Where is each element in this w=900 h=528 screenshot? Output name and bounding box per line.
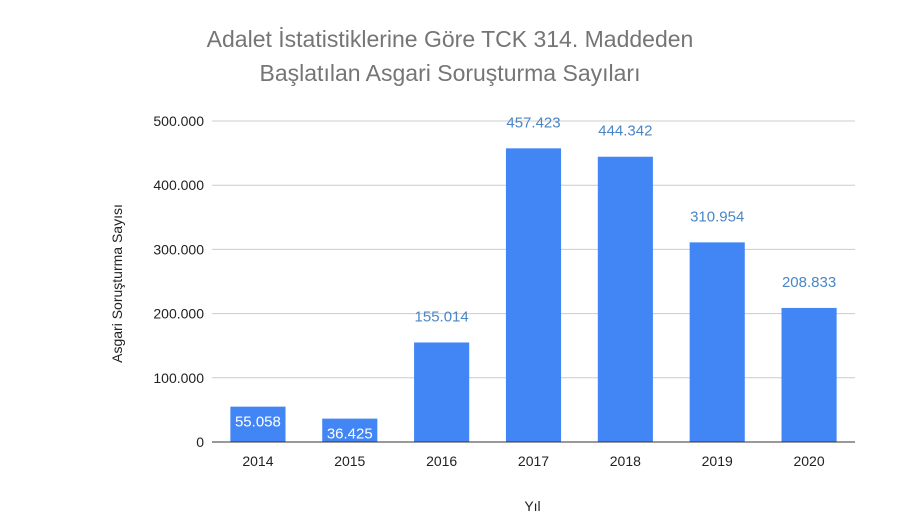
data-label: 457.423 (506, 114, 560, 131)
chart-title-line-1: Adalet İstatistiklerine Göre TCK 314. Ma… (206, 26, 694, 52)
y-tick-label: 500.000 (153, 113, 204, 129)
x-tick-label: 2016 (426, 453, 457, 469)
x-tick-label: 2019 (702, 453, 733, 469)
data-label: 444.342 (598, 123, 652, 140)
y-tick-label: 200.000 (153, 306, 204, 322)
bar (230, 406, 286, 442)
data-label: 310.954 (690, 208, 744, 225)
x-tick-label: 2020 (793, 453, 824, 469)
y-axis-title: Asgari Soruşturma Sayısı (109, 204, 125, 363)
y-tick-label: 0 (196, 434, 204, 450)
y-tick-labels: 0 100.000 200.000 300.000 400.000 500.000 (153, 113, 204, 450)
data-label: 36.425 (327, 426, 373, 443)
data-label: 155.014 (415, 308, 469, 325)
chart-title-line-2: Başlatılan Asgari Soruşturma Sayıları (259, 60, 641, 86)
bar (414, 342, 470, 442)
y-tick-label: 400.000 (153, 177, 204, 193)
x-tick-label: 2015 (334, 453, 365, 469)
x-tick-labels: 2014 2015 2016 2017 2018 2019 2020 (242, 453, 825, 469)
x-axis-title: Yıl (524, 498, 540, 514)
bar (322, 418, 378, 442)
y-tick-label: 300.000 (153, 241, 204, 257)
x-tick-label: 2018 (610, 453, 641, 469)
data-labels: 55.058 36.425 155.014 457.423 444.342 310.954… (235, 114, 836, 442)
data-label: 208.833 (782, 274, 836, 291)
bars (230, 148, 837, 443)
bar (505, 148, 562, 443)
bar (689, 242, 745, 442)
x-tick-label: 2014 (242, 453, 273, 469)
x-tick-label: 2017 (518, 453, 549, 469)
bar (781, 307, 837, 442)
y-tick-label: 100.000 (153, 370, 204, 386)
data-label: 55.058 (235, 414, 281, 431)
bar (597, 156, 653, 443)
